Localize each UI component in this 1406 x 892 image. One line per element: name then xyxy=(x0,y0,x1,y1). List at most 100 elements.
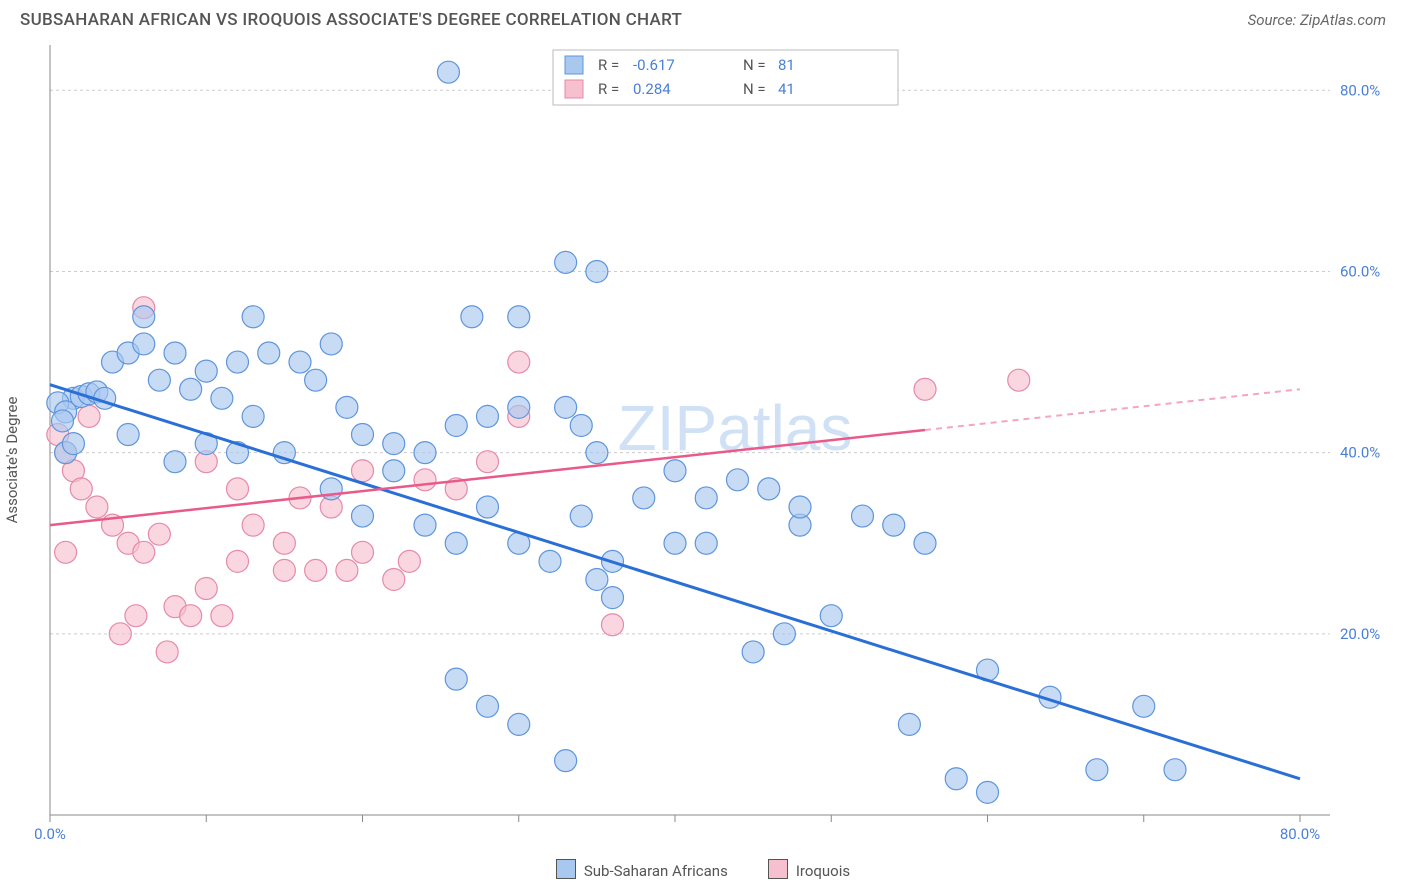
data-point-pink xyxy=(195,578,217,600)
data-point-blue xyxy=(445,532,467,554)
legend-item-pink: Iroquois xyxy=(768,859,850,880)
legend-swatch xyxy=(565,56,583,74)
data-point-blue xyxy=(789,496,811,518)
data-point-blue xyxy=(414,442,436,464)
data-point-pink xyxy=(383,568,405,590)
data-point-pink xyxy=(227,550,249,572)
data-point-pink xyxy=(78,405,100,427)
data-point-pink xyxy=(180,605,202,627)
data-point-pink xyxy=(125,605,147,627)
data-point-blue xyxy=(445,668,467,690)
data-point-blue xyxy=(1086,759,1108,781)
y-tick-label: 60.0% xyxy=(1340,262,1380,280)
data-point-blue xyxy=(758,478,780,500)
data-point-pink xyxy=(86,496,108,518)
data-point-blue xyxy=(242,405,264,427)
data-point-blue xyxy=(1133,695,1155,717)
data-point-blue xyxy=(352,505,374,527)
data-point-blue xyxy=(914,532,936,554)
data-point-blue xyxy=(445,414,467,436)
data-point-blue xyxy=(133,333,155,355)
data-point-pink xyxy=(398,550,420,572)
data-point-pink xyxy=(55,541,77,563)
legend-n-value: 81 xyxy=(778,56,795,74)
data-point-blue xyxy=(852,505,874,527)
data-point-blue xyxy=(727,469,749,491)
data-point-pink xyxy=(602,614,624,636)
data-point-blue xyxy=(437,61,459,83)
data-point-blue xyxy=(695,532,717,554)
data-point-blue xyxy=(555,396,577,418)
data-point-pink xyxy=(242,514,264,536)
data-point-blue xyxy=(320,333,342,355)
legend-n-label: N = xyxy=(743,56,766,74)
data-point-pink xyxy=(148,523,170,545)
chart-header: SUBSAHARAN AFRICAN VS IROQUOIS ASSOCIATE… xyxy=(0,0,1406,35)
data-point-blue xyxy=(352,424,374,446)
data-point-blue xyxy=(258,342,280,364)
data-point-pink xyxy=(227,478,249,500)
data-point-blue xyxy=(508,306,530,328)
data-point-blue xyxy=(945,768,967,790)
scatter-chart: 20.0%40.0%60.0%80.0%0.0%80.0%ZIPatlasR =… xyxy=(0,35,1406,865)
data-point-pink xyxy=(273,532,295,554)
data-point-blue xyxy=(570,505,592,527)
chart-source: Source: ZipAtlas.com xyxy=(1248,11,1386,29)
x-tick-label: 80.0% xyxy=(1280,825,1320,843)
x-tick-label: 0.0% xyxy=(34,825,66,843)
legend-swatch-pink xyxy=(768,859,788,879)
data-point-blue xyxy=(977,781,999,803)
data-point-pink xyxy=(156,641,178,663)
data-point-pink xyxy=(1008,369,1030,391)
data-point-blue xyxy=(211,387,233,409)
legend-n-value: 41 xyxy=(778,80,795,98)
y-tick-label: 80.0% xyxy=(1340,81,1380,99)
data-point-pink xyxy=(211,605,233,627)
data-point-blue xyxy=(383,460,405,482)
data-point-blue xyxy=(52,410,74,432)
legend-swatch-blue xyxy=(556,859,576,879)
data-point-pink xyxy=(352,541,374,563)
data-point-pink xyxy=(70,478,92,500)
data-point-blue xyxy=(336,396,358,418)
data-point-blue xyxy=(773,623,795,645)
data-point-pink xyxy=(305,559,327,581)
data-point-pink xyxy=(477,451,499,473)
data-point-blue xyxy=(477,405,499,427)
data-point-pink xyxy=(508,351,530,373)
data-point-blue xyxy=(195,360,217,382)
data-point-blue xyxy=(586,568,608,590)
y-tick-label: 40.0% xyxy=(1340,444,1380,462)
data-point-pink xyxy=(914,378,936,400)
data-point-blue xyxy=(633,487,655,509)
data-point-blue xyxy=(539,550,561,572)
data-point-blue xyxy=(305,369,327,391)
data-point-blue xyxy=(586,260,608,282)
data-point-pink xyxy=(336,559,358,581)
data-point-pink xyxy=(352,460,374,482)
data-point-blue xyxy=(555,251,577,273)
data-point-blue xyxy=(883,514,905,536)
data-point-blue xyxy=(414,514,436,536)
trendline-pink-dashed xyxy=(925,389,1300,430)
data-point-blue xyxy=(555,750,577,772)
data-point-blue xyxy=(477,695,499,717)
data-point-blue xyxy=(602,587,624,609)
data-point-pink xyxy=(109,623,131,645)
data-point-blue xyxy=(664,460,686,482)
data-point-blue xyxy=(695,487,717,509)
data-point-blue xyxy=(180,378,202,400)
data-point-blue xyxy=(242,306,264,328)
data-point-blue xyxy=(461,306,483,328)
legend-item-blue: Sub-Saharan Africans xyxy=(556,859,728,880)
data-point-blue xyxy=(289,351,311,373)
watermark: ZIPatlas xyxy=(618,392,853,464)
data-point-blue xyxy=(164,342,186,364)
legend-r-label: R = xyxy=(598,56,619,74)
data-point-blue xyxy=(570,414,592,436)
data-point-blue xyxy=(164,451,186,473)
legend-n-label: N = xyxy=(743,80,766,98)
y-axis-label: Associate's Degree xyxy=(3,397,21,524)
data-point-blue xyxy=(586,442,608,464)
chart-container: Associate's Degree 20.0%40.0%60.0%80.0%0… xyxy=(0,35,1406,885)
